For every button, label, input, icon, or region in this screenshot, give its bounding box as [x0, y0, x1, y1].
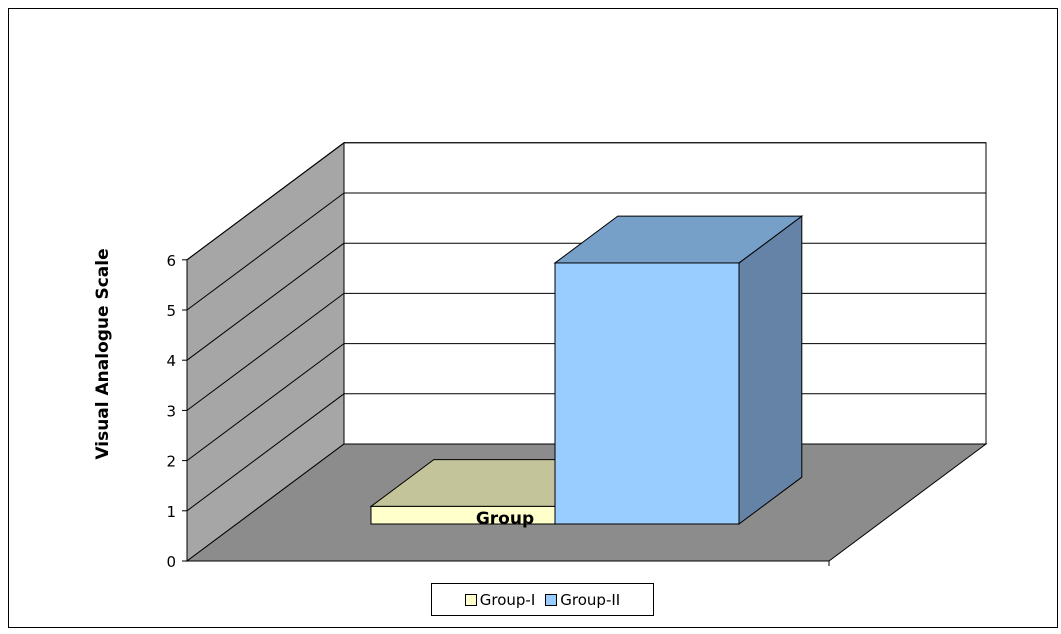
- gridline-side-3: [186, 292, 345, 411]
- y-tick-label-4: 4: [166, 352, 176, 370]
- bar-front-group-ii: [554, 262, 740, 525]
- chart-frame: Group 0 1 2 3 4 5 6 Visual Analogue Scale: [8, 8, 1058, 628]
- legend-item-group-i: Group-I: [464, 590, 536, 609]
- category-label: Group: [476, 509, 534, 529]
- legend-label-group-ii: Group-II: [560, 590, 621, 609]
- gridline-side-2: [186, 343, 345, 462]
- gridline-side-6: [186, 142, 345, 261]
- bar-group-ii: [553, 215, 804, 525]
- legend-swatch-group-ii: [545, 593, 558, 606]
- chart-legend: Group-I Group-II: [431, 583, 654, 616]
- y-tick-label-0: 0: [166, 553, 176, 571]
- y-tick-label-5: 5: [166, 302, 176, 320]
- y-axis-label: Visual Analogue Scale: [93, 248, 113, 459]
- legend-label-group-i: Group-I: [479, 590, 536, 609]
- y-tick-label-3: 3: [166, 402, 176, 420]
- y-tick-label-6: 6: [166, 252, 176, 270]
- chart-plot: Group 0 1 2 3 4 5 6 Visual Analogue Scale: [93, 141, 988, 571]
- y-tick-label-2: 2: [166, 453, 176, 471]
- y-tick-label-1: 1: [166, 503, 176, 521]
- bar-side-group-ii: [738, 215, 803, 525]
- gridline-side-1: [186, 393, 345, 512]
- gridline-side-4: [186, 242, 345, 361]
- legend-swatch-group-i: [464, 593, 477, 606]
- gridline-side-5: [186, 192, 345, 311]
- legend-item-group-ii: Group-II: [545, 591, 620, 609]
